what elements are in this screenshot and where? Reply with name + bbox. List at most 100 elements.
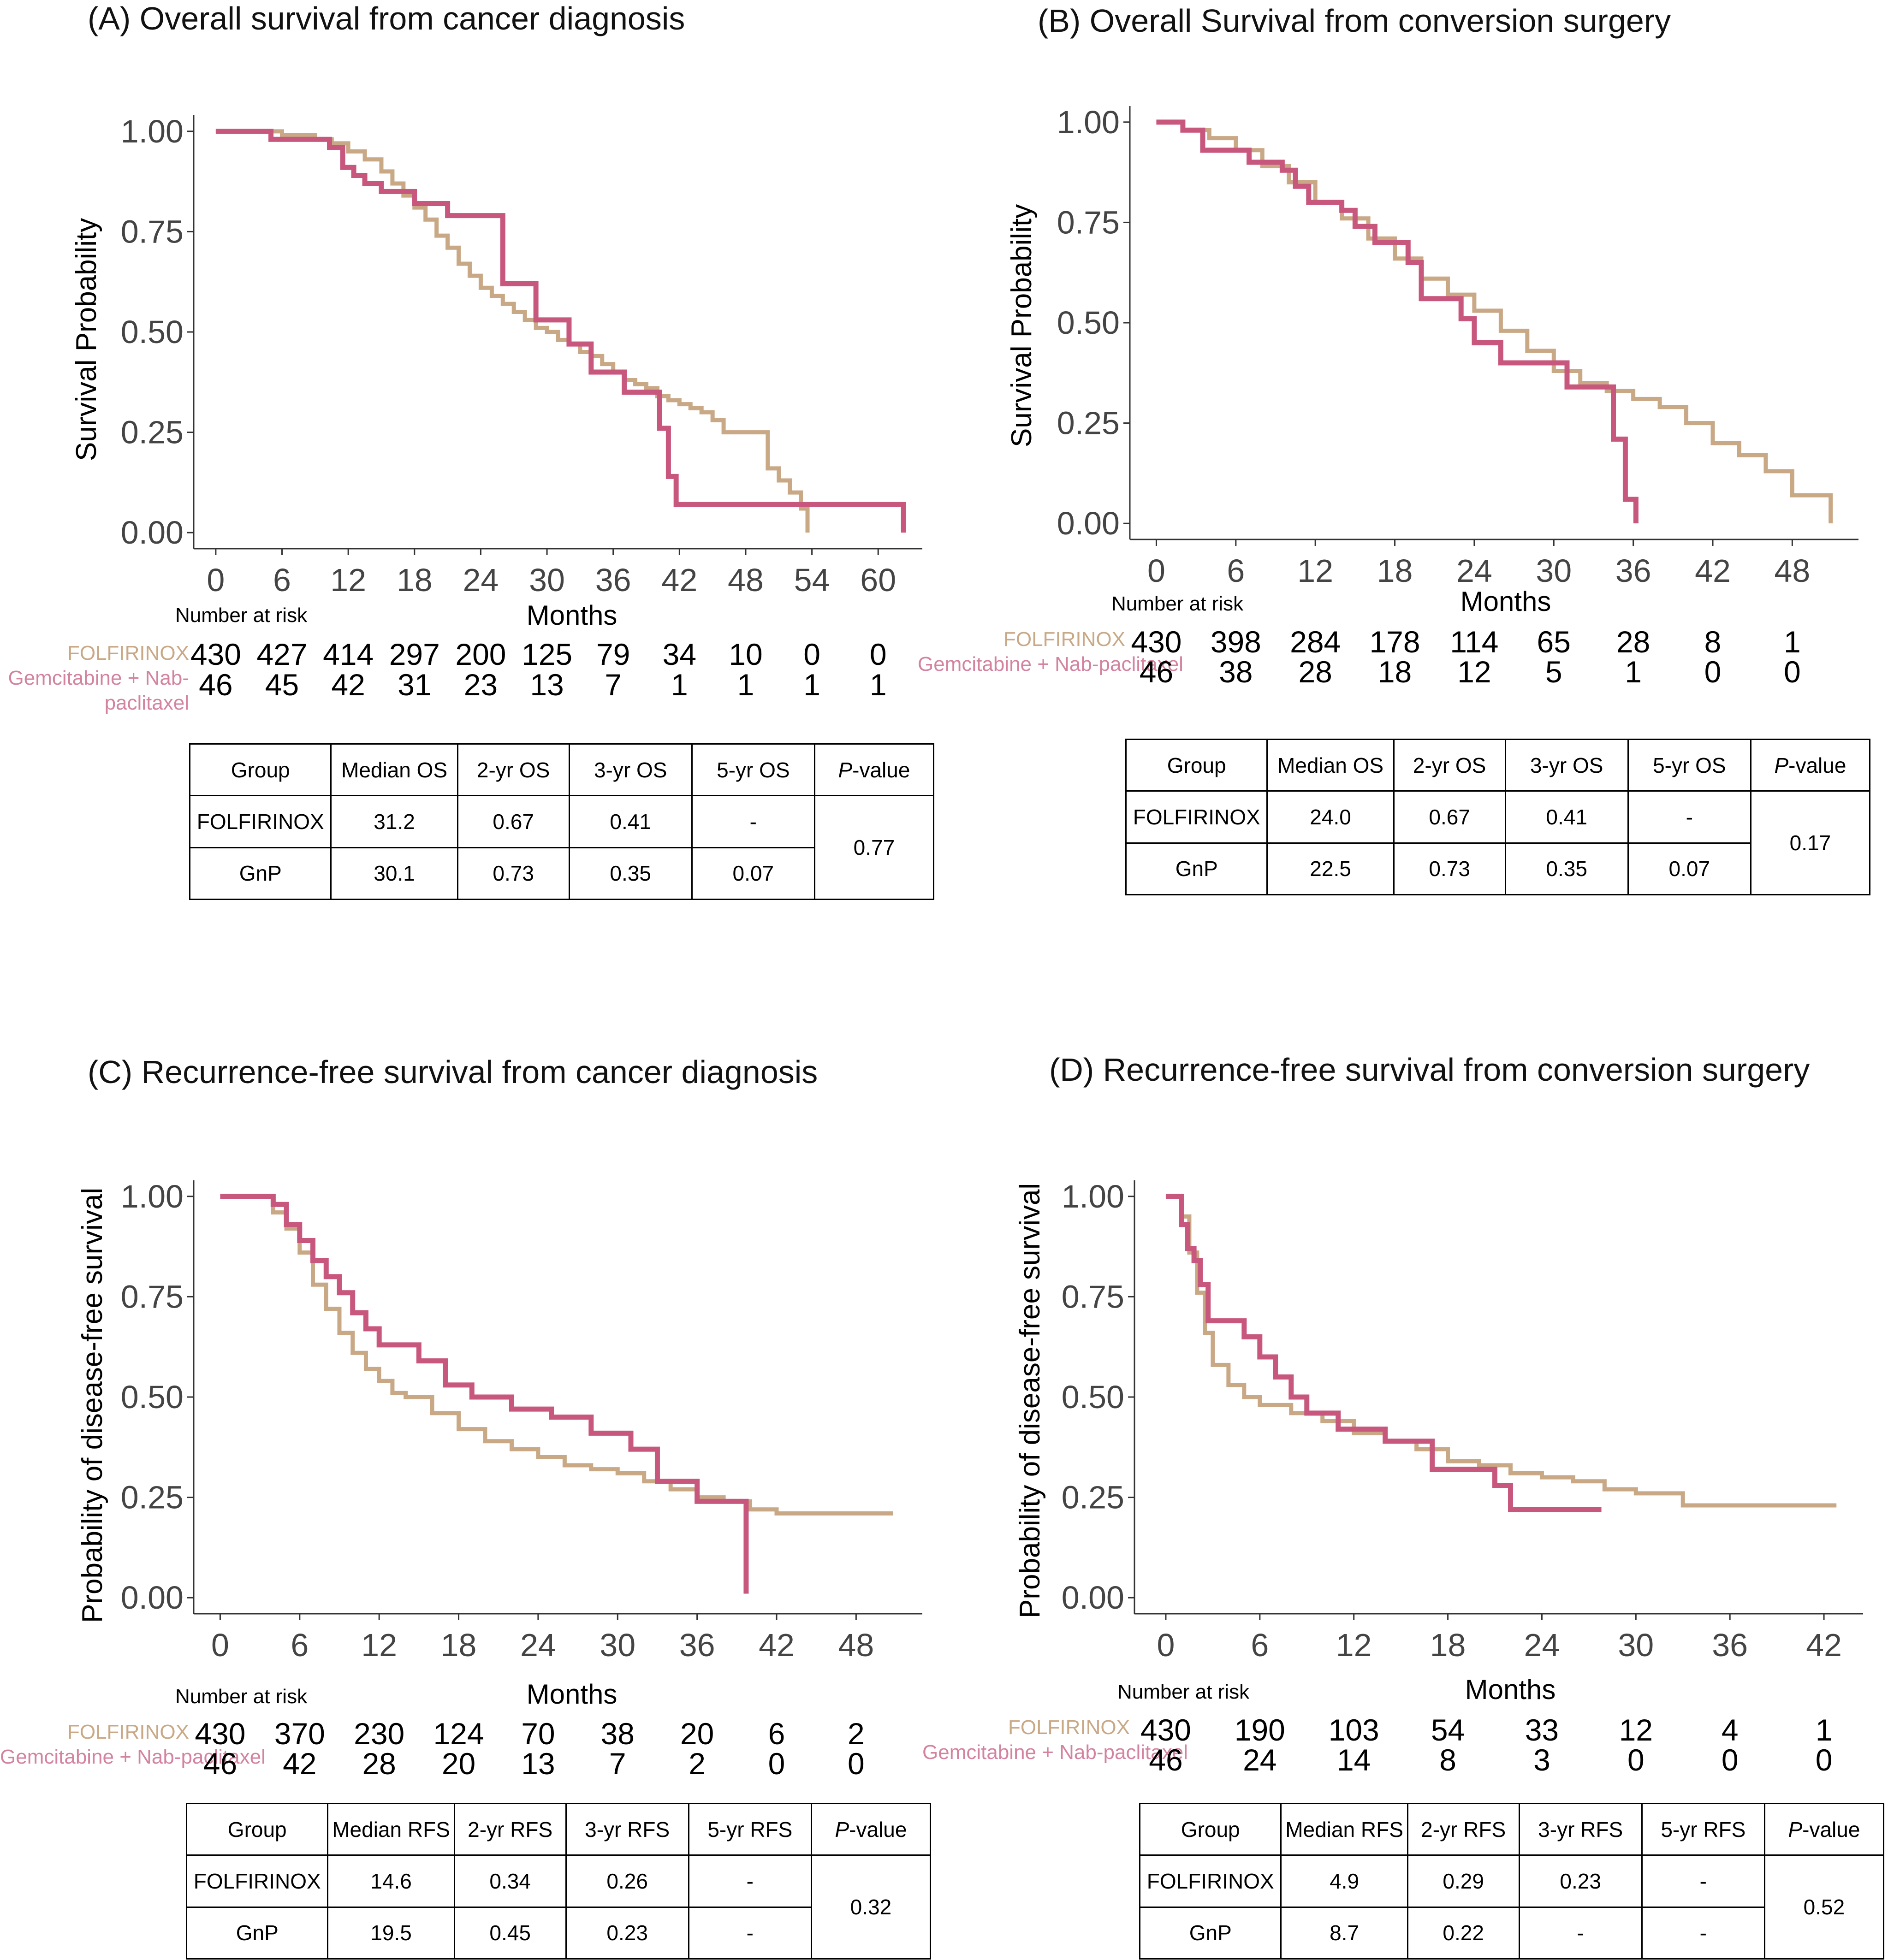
table-cell: GnP [185,1906,329,1960]
risk-value: 430 [190,637,241,671]
summary-table: Group Median RFS 2-yr RFS 3-yr RFS 5-yr RFS P… [185,1802,932,1960]
table-cell: FOLFIRINOX [1125,790,1268,844]
risk-value: 0 [1784,655,1801,689]
y-tick-label: 0.25 [121,1480,184,1516]
risk-value: 45 [265,668,299,702]
risk-value: 65 [1537,625,1571,659]
table-cell: FOLFIRINOX [185,1854,329,1908]
risk-value: 0 [1704,655,1722,689]
table-cell: 0.22 [1407,1906,1520,1960]
x-tick-label: 0 [207,562,225,598]
risk-value: 114 [1450,625,1499,659]
table-row: GnP 22.5 0.73 0.35 0.07 [1125,842,1870,896]
risk-value: 178 [1369,625,1420,659]
x-tick-label: 42 [661,562,697,598]
x-tick-label: 6 [1227,553,1245,589]
risk-value: 46 [203,1747,237,1781]
km-chart: 0.00 0.25 0.50 0.75 1.00 0 6 12 18 24 30 36 42 48 54 60 [121,113,922,598]
y-tick-label: 1.00 [121,113,184,149]
risk-value: 1 [1625,655,1642,689]
risk-value: 31 [398,668,432,702]
risk-value: 430 [1131,625,1182,659]
table-cell: 0.29 [1407,1854,1520,1908]
panel-title: (A) Overall survival from cancer diagnos… [88,0,685,36]
table-header-cell: Median OS [330,743,458,797]
table-cell: 0.41 [1504,790,1629,844]
table-row: FOLFIRINOX 24.0 0.67 0.41-0.17 [1125,790,1871,895]
table-cell: 0.23 [1518,1854,1643,1908]
table-cell: 0.67 [457,795,570,848]
table-row: FOLFIRINOX 31.2 0.67 0.41-0.77 [189,795,935,900]
table-cell: FOLFIRINOX [1139,1854,1282,1908]
p-value-cell: 0.52 [1763,1854,1885,1960]
table-header-cell: 2-yr OS [457,743,570,797]
risk-value: 12 [1619,1713,1653,1747]
table-cell: FOLFIRINOX [189,795,332,848]
table-header-cell: Median OS [1266,738,1395,792]
x-axis-label: Months [526,600,617,631]
group-label-gnp: Gemcitabine + Nab-paclitaxel [0,1746,266,1768]
table-cell: 0.41 [568,795,693,848]
risk-value: 46 [1139,655,1174,689]
risk-value: 79 [596,637,630,671]
risk-group-labels: FOLFIRINOX Gemcitabine + Nab-paclitaxel [0,1720,266,1770]
risk-value: 200 [455,637,506,671]
risk-value: 20 [680,1717,714,1751]
y-tick-label: 0.00 [121,1580,184,1616]
group-label-gnp: Gemcitabine + Nab-paclitaxel [922,1741,1188,1764]
risk-value: 13 [521,1747,555,1781]
table-header-cell: 3-yr OS [568,743,693,797]
risk-value: 70 [521,1717,555,1751]
number-at-risk-label: Number at risk [1111,592,1244,615]
risk-group-labels: FOLFIRINOX Gemcitabine + Nab-paclitaxel [918,627,1183,677]
table-cell: 0.35 [568,847,693,900]
y-tick-label: 0.75 [121,213,184,249]
table-cell: - [1641,1854,1765,1908]
risk-value: 0 [803,637,820,671]
risk-value: 5 [1545,655,1562,689]
table-header-cell: 5-yr OS [691,743,815,797]
x-tick-label: 36 [595,562,631,598]
risk-value: 8 [1704,625,1722,659]
x-tick-label: 0 [1157,1627,1175,1663]
table-cell: - [691,795,815,848]
table-header-cell: 2-yr RFS [453,1802,567,1856]
x-tick-label: 36 [1712,1627,1748,1663]
y-tick-label: 1.00 [121,1178,184,1214]
table-header-cell: Median RFS [1280,1802,1408,1856]
risk-value: 7 [605,668,622,702]
x-tick-label: 0 [1147,553,1165,589]
y-axis-label: Probability of disease-free survival [1014,1183,1046,1618]
risk-value: 1 [803,668,820,702]
table-cell: 8.7 [1280,1906,1408,1960]
x-tick-label: 0 [211,1627,229,1663]
y-tick-label: 0.50 [121,314,184,350]
y-tick-label: 1.00 [1062,1178,1124,1214]
group-label-folfirinox: FOLFIRINOX [67,1721,189,1743]
x-tick-label: 18 [441,1627,477,1663]
table-cell: 24.0 [1266,790,1395,844]
x-axis-label: Months [1465,1674,1556,1705]
y-axis-label: Survival Probability [1006,204,1038,447]
risk-group-labels: FOLFIRINOX Gemcitabine + Nab-paclitaxel [0,641,189,716]
table-header-cell: 3-yr RFS [565,1802,689,1856]
risk-value: 20 [441,1747,476,1781]
table-header-row: Group Median RFS 2-yr RFS 3-yr RFS 5-yr RFS P… [185,1802,932,1856]
risk-value: 1 [671,668,688,702]
x-tick-label: 24 [1524,1627,1560,1663]
risk-value: 230 [354,1717,405,1751]
x-tick-label: 36 [1615,553,1651,589]
series-folfirinox [1156,120,1833,524]
risk-value: 1 [1815,1713,1833,1747]
risk-value: 7 [609,1747,626,1781]
x-tick-label: 42 [1695,553,1731,589]
risk-value: 10 [729,637,763,671]
x-tick-label: 12 [361,1627,397,1663]
y-tick-label: 0.50 [1057,305,1120,341]
group-label-gnp: Gemcitabine + Nab-paclitaxel [8,667,189,714]
table-cell: 22.5 [1266,842,1395,896]
table-cell: - [1641,1906,1765,1960]
series-gnp [220,1194,749,1594]
table-cell: 14.6 [327,1854,455,1908]
y-tick-label: 0.75 [1062,1279,1124,1315]
